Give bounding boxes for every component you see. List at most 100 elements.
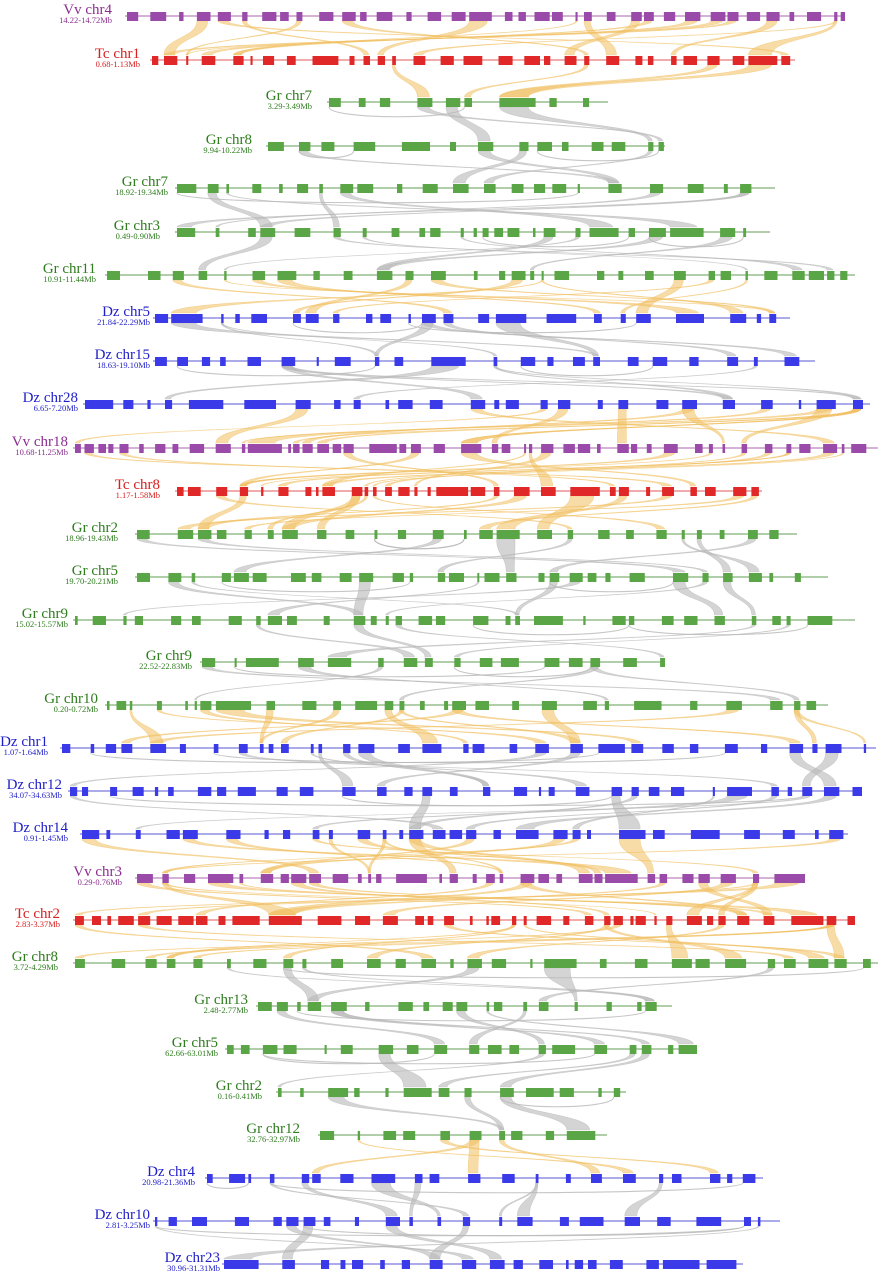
track-range-label: 19.70-20.21Mb [65,576,118,586]
gene-block [152,56,159,65]
gene-block [409,573,414,582]
synteny-link [616,408,627,444]
gene-block [495,314,527,323]
gene-block [670,228,704,237]
gene-block [786,616,791,625]
gene-block [198,530,212,539]
gene-block [634,701,662,710]
gene-block [511,1131,523,1140]
gene-block [628,616,635,625]
gene-block [217,12,231,21]
synteny-link [226,838,503,874]
gene-block [168,787,174,796]
gene-block [414,1174,423,1183]
gene-block [802,787,813,796]
gene-block [725,959,747,968]
gene-block [851,444,867,453]
gene-block [177,184,197,193]
gene-block [575,12,578,21]
gene-block [520,357,536,366]
synteny-link [255,624,415,658]
gene-block [597,444,601,453]
gene-block [541,444,554,453]
synteny-link [81,838,319,874]
gene-block [493,1002,503,1011]
gene-block [619,830,646,839]
gene-block [566,1131,596,1140]
gene-block [608,184,622,193]
synteny-link [163,20,209,56]
gene-block [343,444,354,453]
gene-block [331,959,343,968]
gene-block [572,830,581,839]
gene-block [840,12,845,21]
gene-block [466,830,477,839]
gene-block [221,573,231,582]
gene-block [452,701,466,710]
gene-block [767,959,776,968]
gene-block [584,12,592,21]
track-range-label: 3.72-4.29Mb [14,962,58,972]
gene-block [618,271,624,280]
gene-block [268,142,284,151]
track-range-label: 30.96-31.31Mb [167,1263,220,1273]
gene-block [529,444,533,453]
gene-block [671,959,692,968]
synteny-link [399,666,599,701]
synteny-arc [90,752,599,764]
gene-block [443,314,454,323]
gene-block [363,56,370,65]
gene-block [268,744,274,753]
gene-block [781,56,791,65]
gene-block [370,616,377,625]
synteny-link [440,1139,719,1174]
track-range-label: 3.29-3.49Mb [268,101,312,111]
gene-block [217,787,227,796]
synteny-link [281,365,733,400]
gene-block [479,658,493,667]
synteny-link [499,106,653,142]
gene-block [812,744,818,753]
gene-block [395,616,402,625]
synteny-link [408,838,591,874]
track-name-label: Gr chr2 [216,1078,262,1094]
synteny-arc [213,752,726,764]
synteny-link [302,967,655,1002]
gene-block [745,271,748,280]
synteny-link [620,279,748,314]
gene-block [187,487,201,496]
gene-block [358,744,375,753]
gene-block [178,916,194,925]
gene-block [834,959,847,968]
gene-block [334,400,341,409]
track-name-label: Dz chr12 [7,777,62,793]
track-name-label: Tc chr8 [115,477,160,493]
synteny-link [162,882,296,916]
gene-block [463,744,469,753]
synteny-arc [176,192,579,204]
gene-block [799,444,811,453]
gene-block [321,142,335,151]
gene-block [70,787,78,796]
gene-block [707,916,714,925]
synteny-link [136,538,686,573]
gene-block [300,1088,304,1097]
gene-block [829,830,844,839]
gene-block [742,1174,756,1183]
gene-block [280,874,289,883]
gene-block [598,1088,602,1097]
gene-block [276,787,288,796]
synteny-link [233,538,442,573]
synteny-link [239,452,420,487]
synteny-link [241,408,833,444]
synteny-link [281,365,483,400]
gene-block [563,916,570,925]
gene-block [135,830,141,839]
gene-block [808,959,829,968]
gene-block [155,444,166,453]
